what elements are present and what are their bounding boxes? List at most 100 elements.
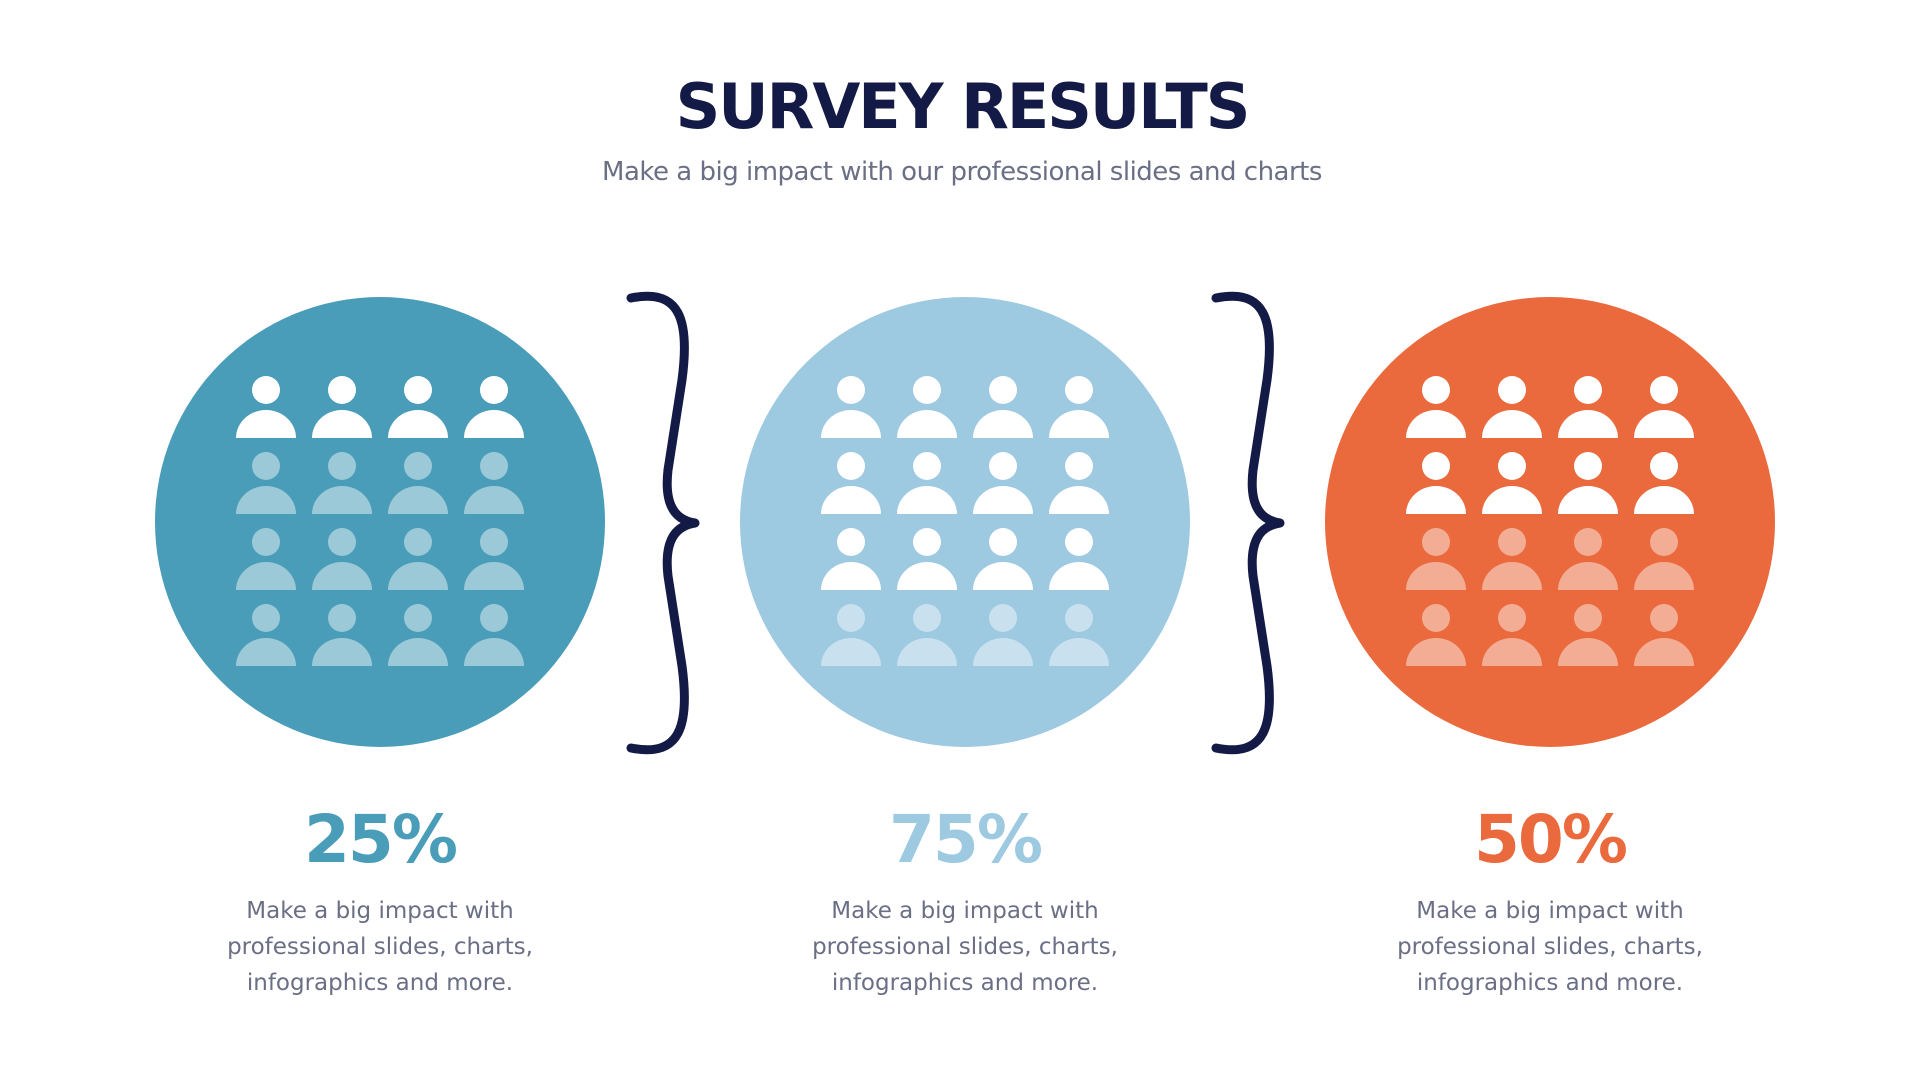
person-head [1422, 452, 1450, 480]
person-body [236, 562, 296, 590]
person-icon [236, 376, 296, 438]
person-head [404, 452, 432, 480]
person-icon [1049, 452, 1109, 514]
person-body [388, 486, 448, 514]
person-head [837, 376, 865, 404]
person-head [404, 528, 432, 556]
person-icon [312, 528, 372, 590]
person-head [1422, 604, 1450, 632]
person-head [989, 452, 1017, 480]
person-head [328, 376, 356, 404]
person-icon [1406, 528, 1466, 590]
person-body [1482, 410, 1542, 438]
person-head [1650, 452, 1678, 480]
person-icon [312, 376, 372, 438]
person-icon [388, 604, 448, 666]
person-body [821, 562, 881, 590]
person-body [1406, 562, 1466, 590]
panel-circle [155, 297, 605, 747]
percent-label: 50% [1474, 801, 1627, 878]
person-body [973, 486, 1033, 514]
person-head [913, 376, 941, 404]
person-head [1650, 376, 1678, 404]
person-head [1650, 528, 1678, 556]
person-body [388, 410, 448, 438]
person-body [312, 638, 372, 666]
description: Make a big impact with professional slid… [812, 898, 1118, 996]
person-body [464, 562, 524, 590]
person-body [1406, 486, 1466, 514]
person-body [897, 638, 957, 666]
person-head [913, 604, 941, 632]
person-icon [1049, 376, 1109, 438]
person-icon [236, 528, 296, 590]
person-icon [464, 376, 524, 438]
person-body [236, 410, 296, 438]
person-head [913, 528, 941, 556]
person-head [1574, 376, 1602, 404]
person-body [464, 486, 524, 514]
person-head [837, 604, 865, 632]
person-icon [1406, 452, 1466, 514]
person-head [1065, 604, 1093, 632]
person-body [1558, 410, 1618, 438]
person-head [1065, 528, 1093, 556]
person-head [252, 376, 280, 404]
person-head [837, 528, 865, 556]
title: SURVEY RESULTS [676, 70, 1249, 143]
person-head [1498, 452, 1526, 480]
person-head [1065, 376, 1093, 404]
person-head [252, 452, 280, 480]
person-body [1634, 562, 1694, 590]
person-icon [388, 452, 448, 514]
person-icon [973, 528, 1033, 590]
person-icon [821, 528, 881, 590]
person-icon [464, 604, 524, 666]
person-head [1498, 376, 1526, 404]
person-head [404, 376, 432, 404]
person-body [1406, 638, 1466, 666]
person-body [821, 410, 881, 438]
percent-label: 25% [304, 801, 457, 878]
person-head [328, 604, 356, 632]
person-body [1634, 486, 1694, 514]
person-head [989, 604, 1017, 632]
person-body [1049, 410, 1109, 438]
person-icon [1406, 604, 1466, 666]
person-body [821, 486, 881, 514]
person-head [837, 452, 865, 480]
person-icon [388, 528, 448, 590]
panel-circle [740, 297, 1190, 747]
person-icon [312, 604, 372, 666]
person-icon [236, 452, 296, 514]
person-body [1049, 562, 1109, 590]
description: Make a big impact with professional slid… [1397, 898, 1703, 996]
person-head [480, 604, 508, 632]
person-icon [312, 452, 372, 514]
person-body [312, 410, 372, 438]
person-body [1634, 410, 1694, 438]
person-body [897, 486, 957, 514]
person-body [1482, 486, 1542, 514]
person-icon [821, 376, 881, 438]
person-body [1049, 486, 1109, 514]
description: Make a big impact with professional slid… [227, 898, 533, 996]
person-icon [897, 604, 957, 666]
person-body [1482, 638, 1542, 666]
person-body [821, 638, 881, 666]
person-icon [1558, 604, 1618, 666]
person-body [464, 638, 524, 666]
person-icon [1558, 452, 1618, 514]
person-body [388, 638, 448, 666]
person-body [973, 638, 1033, 666]
person-icon [1049, 604, 1109, 666]
person-body [1482, 562, 1542, 590]
person-body [1558, 638, 1618, 666]
person-icon [973, 604, 1033, 666]
person-body [236, 638, 296, 666]
person-icon [1634, 528, 1694, 590]
person-head [252, 528, 280, 556]
person-head [1574, 452, 1602, 480]
